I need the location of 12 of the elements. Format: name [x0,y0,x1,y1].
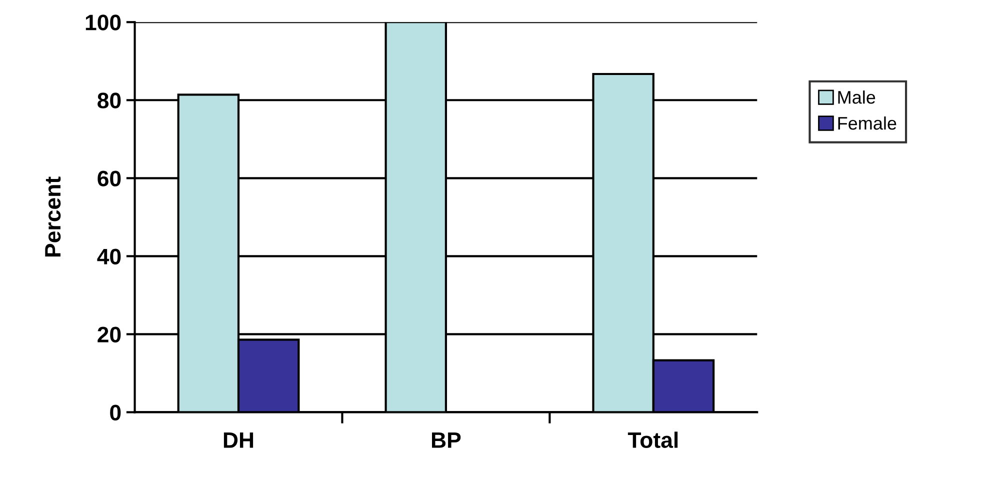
legend-label: Female [838,116,896,130]
x-tick-label: Total [628,432,678,448]
y-tick-label: 0 [110,404,121,420]
y-axis-title: Percent [45,176,61,256]
y-tick-label: 80 [98,92,121,108]
y-tick-label: 100 [86,14,121,30]
y-tick-label: 60 [98,170,121,186]
y-tick-label: 40 [97,248,121,264]
x-tick-label: DH [224,432,254,448]
legend-label: Male [838,90,876,104]
x-tick-label: BP [432,432,461,448]
y-tick-label: 20 [98,326,121,342]
